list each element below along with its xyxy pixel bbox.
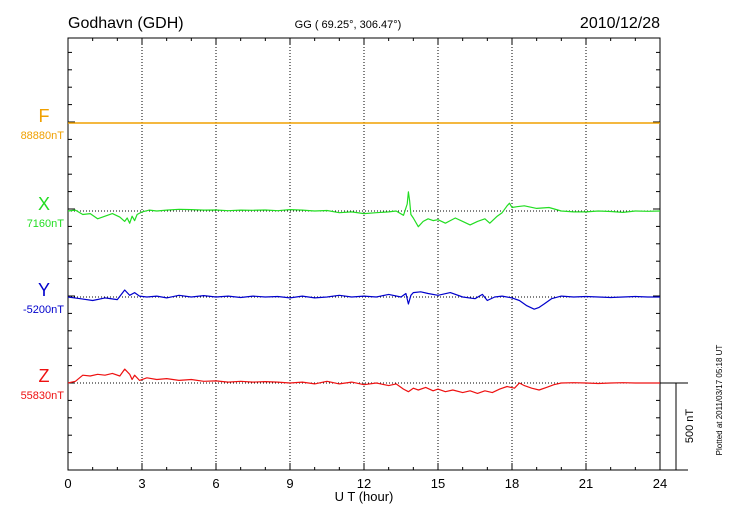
series-baseline-y: -5200nT xyxy=(23,304,64,316)
scale-bar-label: 500 nT xyxy=(684,409,696,444)
x-tick-label-12: 12 xyxy=(357,476,371,491)
series-name-f: F xyxy=(39,106,50,126)
series-name-z: Z xyxy=(39,366,50,386)
series-name-y: Y xyxy=(38,280,50,300)
series-baseline-x: 7160nT xyxy=(27,218,65,230)
x-tick-label-6: 6 xyxy=(212,476,219,491)
x-tick-label-9: 9 xyxy=(286,476,293,491)
traces xyxy=(67,122,661,394)
series-baseline-z: 55830nT xyxy=(21,390,65,402)
trace-y xyxy=(67,289,660,310)
date-label: 2010/12/28 xyxy=(580,15,660,32)
x-tick-label-3: 3 xyxy=(138,476,145,491)
station-coords: GG ( 69.25°, 306.47°) xyxy=(295,19,402,31)
trace-x xyxy=(67,191,661,228)
grid xyxy=(141,38,587,470)
x-axis-label: U T (hour) xyxy=(335,489,394,504)
trace-z xyxy=(67,368,660,394)
x-tick-labels: 0 3 6 9 12 15 18 21 24 xyxy=(64,476,667,491)
x-tick-label-21: 21 xyxy=(579,476,593,491)
x-tick-label-15: 15 xyxy=(431,476,445,491)
series-labels: F 88880nT X 7160nT Y -5200nT Z 55830nT xyxy=(21,106,65,402)
x-tick-label-24: 24 xyxy=(653,476,667,491)
x-tick-label-18: 18 xyxy=(505,476,519,491)
station-title: Godhavn (GDH) xyxy=(68,15,184,32)
x-tick-label-0: 0 xyxy=(64,476,71,491)
plotted-at-note: Plotted at 2011/03/17 05:18 UT xyxy=(715,345,724,456)
series-baseline-f: 88880nT xyxy=(21,130,65,142)
axis-ticks xyxy=(67,38,661,471)
scale-bar: 500 nT xyxy=(660,382,696,471)
series-name-x: X xyxy=(38,194,50,214)
